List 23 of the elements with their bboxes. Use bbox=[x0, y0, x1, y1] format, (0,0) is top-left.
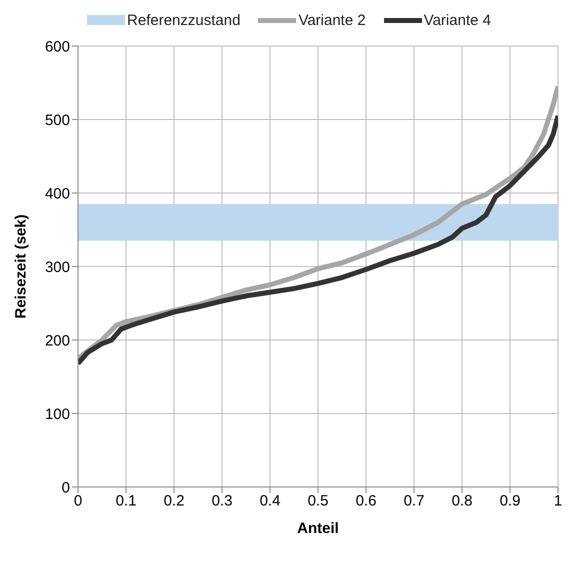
legend-label: Variante 2 bbox=[298, 12, 366, 28]
y-tick-label: 600 bbox=[44, 38, 70, 56]
x-tick-label: 0.7 bbox=[404, 492, 424, 510]
x-tick-label: 0.8 bbox=[452, 492, 472, 510]
x-tick-label: 1 bbox=[554, 492, 562, 510]
x-tick-label: 0.3 bbox=[212, 492, 232, 510]
y-tick-label: 0 bbox=[62, 479, 70, 496]
y-tick-label: 400 bbox=[44, 185, 70, 202]
legend-label: Variante 4 bbox=[424, 12, 491, 28]
y-tick-label: 100 bbox=[44, 406, 70, 423]
legend-label: Referenzzustand bbox=[127, 12, 240, 28]
x-tick-label: 0.1 bbox=[116, 492, 136, 510]
x-tick-label: 0 bbox=[74, 492, 82, 510]
x-tick-label: 0.2 bbox=[164, 492, 184, 510]
x-tick-label: 0.4 bbox=[260, 492, 280, 510]
y-tick-label: 300 bbox=[44, 258, 70, 276]
y-tick-label: 500 bbox=[44, 112, 70, 129]
x-axis-title: Anteil bbox=[297, 520, 339, 537]
x-tick-label: 0.9 bbox=[500, 492, 520, 510]
y-axis-title: Reisezeit (sek) bbox=[12, 214, 30, 319]
x-tick-label: 0.5 bbox=[308, 492, 328, 510]
x-tick-label: 0.6 bbox=[356, 492, 376, 510]
y-tick-label: 200 bbox=[44, 332, 70, 350]
